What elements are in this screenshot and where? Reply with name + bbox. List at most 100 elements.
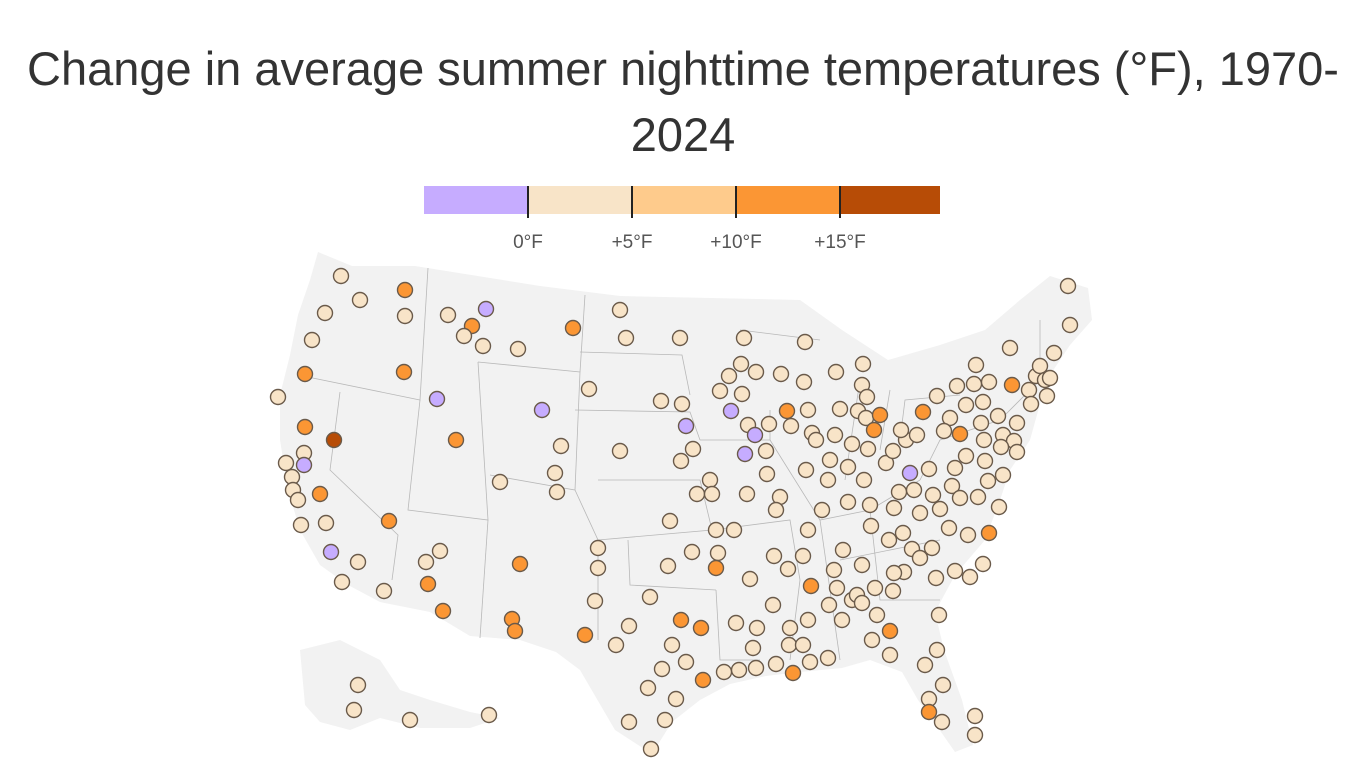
station-marker (1061, 316, 1079, 334)
station-marker (345, 701, 363, 719)
us-land (280, 252, 1092, 754)
station-marker (951, 489, 969, 507)
station-marker (303, 331, 321, 349)
station-marker (957, 396, 975, 414)
color-legend: 0°F +5°F +10°F +15°F (424, 186, 944, 256)
station-marker (672, 452, 690, 470)
station-marker (859, 440, 877, 458)
station-marker (589, 539, 607, 557)
station-marker (747, 363, 765, 381)
state-border (597, 479, 713, 541)
legend-bin-10-15 (736, 186, 840, 214)
station-marker (884, 582, 902, 600)
station-marker (901, 464, 919, 482)
station-marker (316, 304, 334, 322)
station-marker (511, 555, 529, 573)
station-marker (871, 406, 889, 424)
station-marker (611, 301, 629, 319)
station-marker (967, 356, 985, 374)
station-marker (730, 661, 748, 679)
legend-tick-15 (839, 186, 841, 218)
station-marker (474, 337, 492, 355)
station-marker (1008, 443, 1026, 461)
station-marker (764, 596, 782, 614)
station-marker (928, 641, 946, 659)
station-marker (325, 431, 343, 449)
station-marker (839, 458, 857, 476)
station-marker (779, 560, 797, 578)
station-marker (292, 516, 310, 534)
station-marker (428, 390, 446, 408)
station-marker (703, 485, 721, 503)
station-marker (586, 592, 604, 610)
station-marker (935, 422, 953, 440)
station-marker (974, 393, 992, 411)
station-marker (946, 562, 964, 580)
station-marker (795, 373, 813, 391)
station-marker (916, 656, 934, 674)
legend-label-15: +15°F (814, 232, 866, 253)
station-marker (934, 676, 952, 694)
station-marker (828, 579, 846, 597)
station-marker (1003, 376, 1021, 394)
station-marker (794, 636, 812, 654)
station-marker (620, 713, 638, 731)
station-marker (672, 611, 690, 629)
alaska-land (300, 640, 500, 730)
station-marker (911, 549, 929, 567)
station-marker (908, 426, 926, 444)
station-marker (931, 500, 949, 518)
station-marker (782, 417, 800, 435)
station-marker (1031, 357, 1049, 375)
station-marker (834, 541, 852, 559)
station-marker (641, 588, 659, 606)
station-marker (911, 504, 929, 522)
station-marker (819, 649, 837, 667)
station-marker (965, 375, 983, 393)
station-marker (727, 614, 745, 632)
station-marker (715, 663, 733, 681)
station-marker (546, 464, 564, 482)
station-marker (722, 402, 740, 420)
station-marker (349, 676, 367, 694)
station-marker (277, 454, 295, 472)
station-marker (1059, 277, 1077, 295)
station-marker (758, 465, 776, 483)
station-markers (269, 267, 1079, 758)
station-marker (642, 740, 660, 758)
station-marker (881, 622, 899, 640)
station-marker (928, 387, 946, 405)
legend-bin-below-0 (424, 186, 528, 214)
station-marker (1020, 381, 1038, 399)
station-marker (877, 454, 895, 472)
station-marker (1045, 344, 1063, 362)
station-marker (533, 401, 551, 419)
station-marker (827, 363, 845, 381)
station-marker (992, 438, 1010, 456)
legend-tick-10 (735, 186, 737, 218)
station-marker (794, 547, 812, 565)
station-marker (975, 431, 993, 449)
station-marker (825, 561, 843, 579)
state-border (479, 519, 489, 639)
station-marker (868, 606, 886, 624)
station-marker (656, 711, 674, 729)
station-marker (920, 703, 938, 721)
station-marker (447, 431, 465, 449)
station-marker (767, 501, 785, 519)
state-border (839, 539, 941, 561)
station-marker (861, 496, 879, 514)
station-marker (924, 486, 942, 504)
station-marker (821, 451, 839, 469)
station-marker (295, 456, 313, 474)
station-marker (865, 421, 883, 439)
station-marker (333, 573, 351, 591)
station-marker (1041, 369, 1059, 387)
station-marker (881, 646, 899, 664)
station-marker (801, 653, 819, 671)
station-marker (853, 556, 871, 574)
station-marker (884, 442, 902, 460)
station-marker (1022, 395, 1040, 413)
station-marker (349, 553, 367, 571)
